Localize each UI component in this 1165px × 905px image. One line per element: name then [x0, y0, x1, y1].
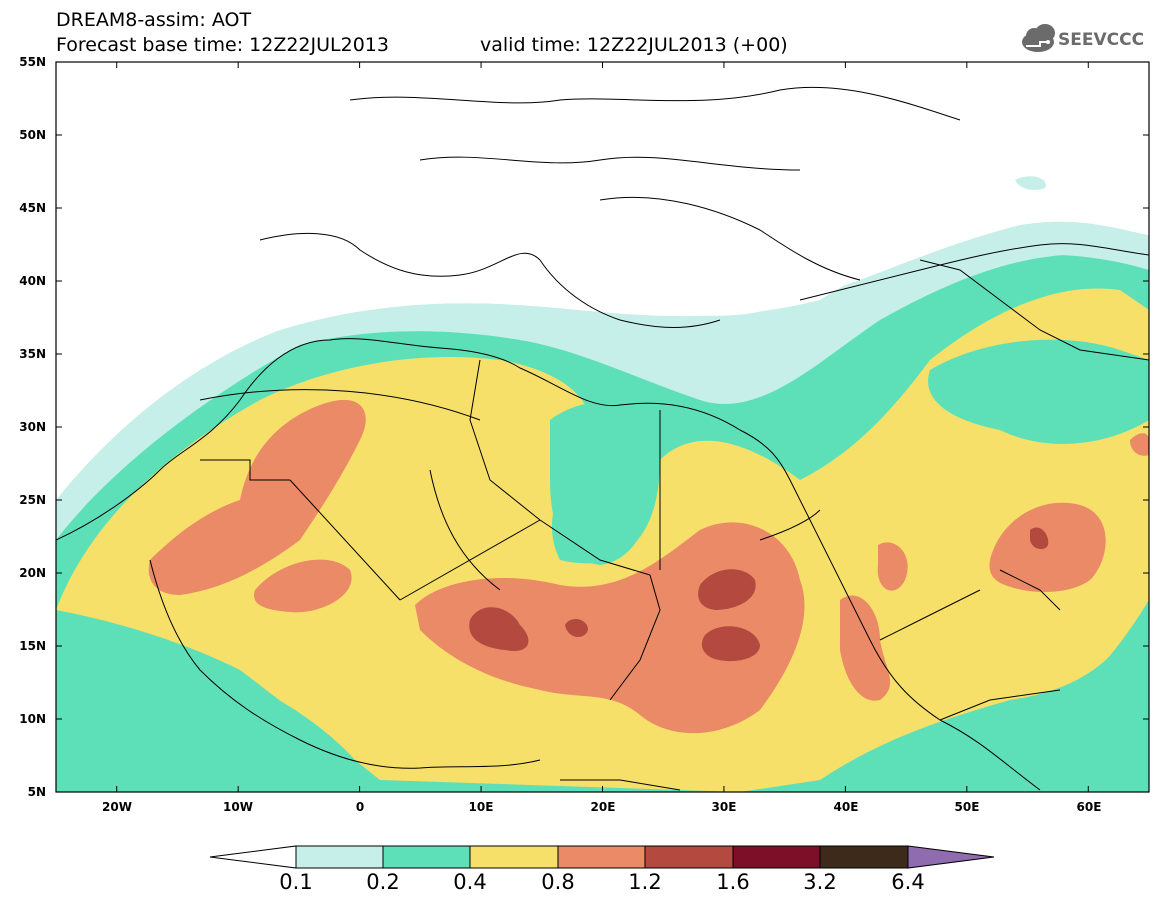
cloud-logo-icon [1022, 24, 1055, 52]
lat-label: 30N [19, 420, 46, 434]
lon-label: 10E [468, 800, 494, 814]
valid-time: valid time: 12Z22JUL2013 (+00) [480, 34, 788, 56]
lon-label: 20W [102, 800, 132, 814]
colorbar-label: 0.4 [453, 870, 487, 894]
colorbar-label: 0.8 [541, 870, 575, 894]
logo-text: SEEVCCC [1058, 30, 1145, 50]
lon-label: 10W [223, 800, 253, 814]
lon-label: 20E [590, 800, 616, 814]
lon-label: 60E [1076, 800, 1102, 814]
map-title: DREAM8-assim: AOT [56, 9, 252, 31]
lat-label: 35N [19, 347, 46, 361]
lon-label: 40E [833, 800, 859, 814]
lat-label: 25N [19, 493, 46, 507]
colorbar-label: 0.2 [366, 870, 400, 894]
lon-label: 0 [355, 800, 365, 814]
lat-label: 20N [19, 566, 46, 580]
lat-label: 5N [27, 785, 46, 799]
lon-label: 50E [954, 800, 980, 814]
aot-contour-1.2 [469, 607, 529, 651]
lon-label: 30E [711, 800, 737, 814]
colorbar-label: 3.2 [803, 870, 837, 894]
lat-label: 10N [19, 712, 46, 726]
lat-label: 55N [19, 55, 46, 69]
colorbar-label: 6.4 [891, 870, 925, 894]
colorbar-label: 1.2 [628, 870, 662, 894]
forecast-base-time: Forecast base time: 12Z22JUL2013 [56, 34, 389, 56]
lat-label: 40N [19, 274, 46, 288]
lat-label: 45N [19, 201, 46, 215]
coastline [56, 338, 1041, 791]
colorbar-label: 1.6 [716, 870, 750, 894]
colorbar-label: 0.1 [279, 870, 313, 894]
lat-label: 15N [19, 639, 46, 653]
aot-contour-0.8 [148, 399, 366, 595]
lat-label: 50N [19, 128, 46, 142]
